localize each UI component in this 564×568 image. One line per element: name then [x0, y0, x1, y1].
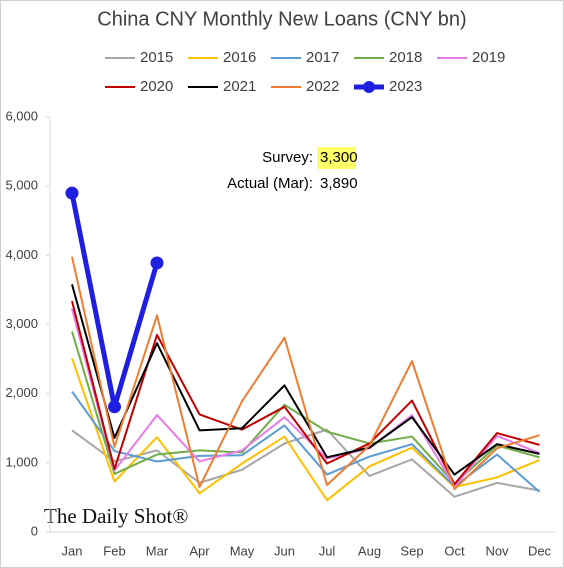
x-tick-label: Jun	[274, 543, 295, 558]
x-tick-label: Oct	[444, 543, 465, 558]
legend-label: 2018	[389, 49, 422, 66]
point	[150, 256, 164, 270]
series-line	[71, 256, 540, 491]
x-tick-label: Dec	[528, 543, 552, 558]
x-tick-label: Feb	[103, 543, 125, 558]
legend-label: 2015	[140, 49, 173, 66]
x-tick-label: Sep	[400, 543, 423, 558]
x-tick-label: Jan	[62, 543, 83, 558]
y-tick-label: 3,000	[5, 316, 38, 331]
legend-marker	[363, 81, 375, 93]
chart-title: China CNY Monthly New Loans (CNY bn)	[97, 8, 466, 30]
actual-value: 3,890	[320, 175, 358, 192]
y-tick-label: 2,000	[5, 385, 38, 400]
x-tick-label: Nov	[485, 543, 509, 558]
series-line	[71, 358, 540, 502]
highlight	[317, 147, 355, 169]
x-tick-label: Jul	[319, 543, 336, 558]
legend-label: 2017	[306, 49, 339, 66]
x-tick-label: Mar	[146, 543, 169, 558]
point	[65, 186, 79, 200]
legend-label: 2020	[140, 78, 173, 95]
legend-label: 2016	[223, 49, 256, 66]
legend-label: 2019	[472, 49, 505, 66]
brand: The Daily Shot®	[44, 504, 188, 528]
actual-label: Actual (Mar):	[227, 175, 313, 192]
y-tick-label: 4,000	[5, 247, 38, 262]
y-tick-label: 5,000	[5, 178, 38, 193]
x-tick-label: Apr	[189, 543, 210, 558]
legend-label: 2022	[306, 78, 339, 95]
x-tick-label: Aug	[358, 543, 381, 558]
survey-value: 3,300	[320, 149, 358, 166]
y-tick-label: 1,000	[5, 454, 38, 469]
series-line	[71, 284, 540, 476]
legend-label: 2023	[389, 78, 422, 95]
survey-label: Survey:	[262, 149, 313, 166]
x-tick-label: May	[230, 543, 255, 558]
legend-label: 2021	[223, 78, 256, 95]
y-tick-label: 6,000	[5, 108, 38, 123]
point	[108, 400, 121, 414]
series-line	[71, 308, 540, 488]
y-tick-label: 0	[31, 523, 38, 538]
